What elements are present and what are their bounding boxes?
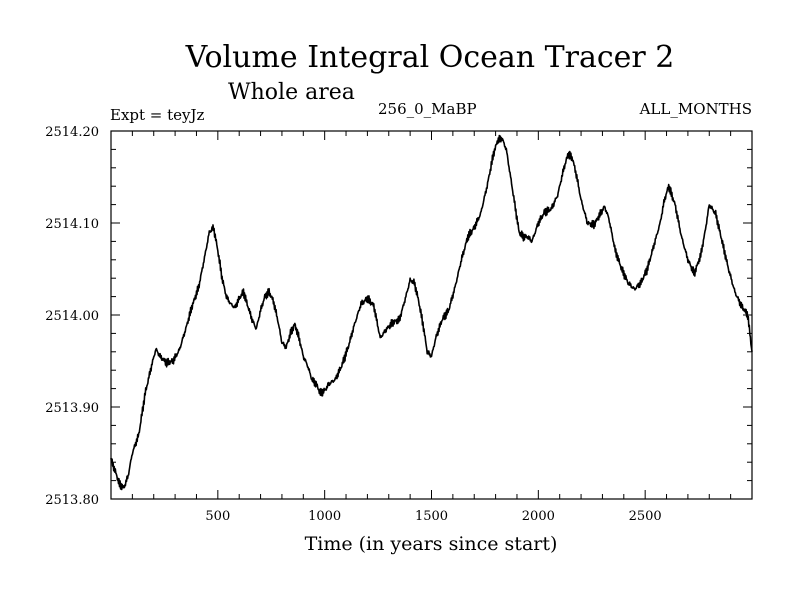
- months-label: ALL_MONTHS: [639, 100, 752, 118]
- plot-frame: [110, 130, 753, 500]
- x-tick-label: 2500: [629, 509, 662, 524]
- y-tick-label: 2513.90: [45, 401, 99, 416]
- x-tick-label: 1500: [415, 509, 448, 524]
- experiment-label: Expt = teyJz: [110, 106, 205, 124]
- y-tick-label: 2514.20: [45, 125, 99, 140]
- x-axis-label: Time (in years since start): [304, 533, 558, 555]
- axis-ticks: [111, 131, 752, 499]
- y-tick-label: 2514.00: [45, 309, 99, 324]
- y-tick-label: 2513.80: [45, 493, 99, 508]
- chart-title: Volume Integral Ocean Tracer 2: [185, 40, 675, 75]
- chart-subtitle: Whole area: [228, 80, 355, 105]
- x-tick-label: 1000: [308, 509, 341, 524]
- period-label: 256_0_MaBP: [378, 100, 477, 118]
- series-line-1: [110, 134, 753, 491]
- y-tick-label: 2514.10: [45, 217, 99, 232]
- x-tick-label: 2000: [522, 509, 555, 524]
- series-layer: [110, 134, 753, 491]
- x-tick-label: 500: [205, 509, 230, 524]
- axis-tick-labels: 500 1000 1500 2000 2500 2513.80 2513.90 2514.00…: [45, 125, 661, 524]
